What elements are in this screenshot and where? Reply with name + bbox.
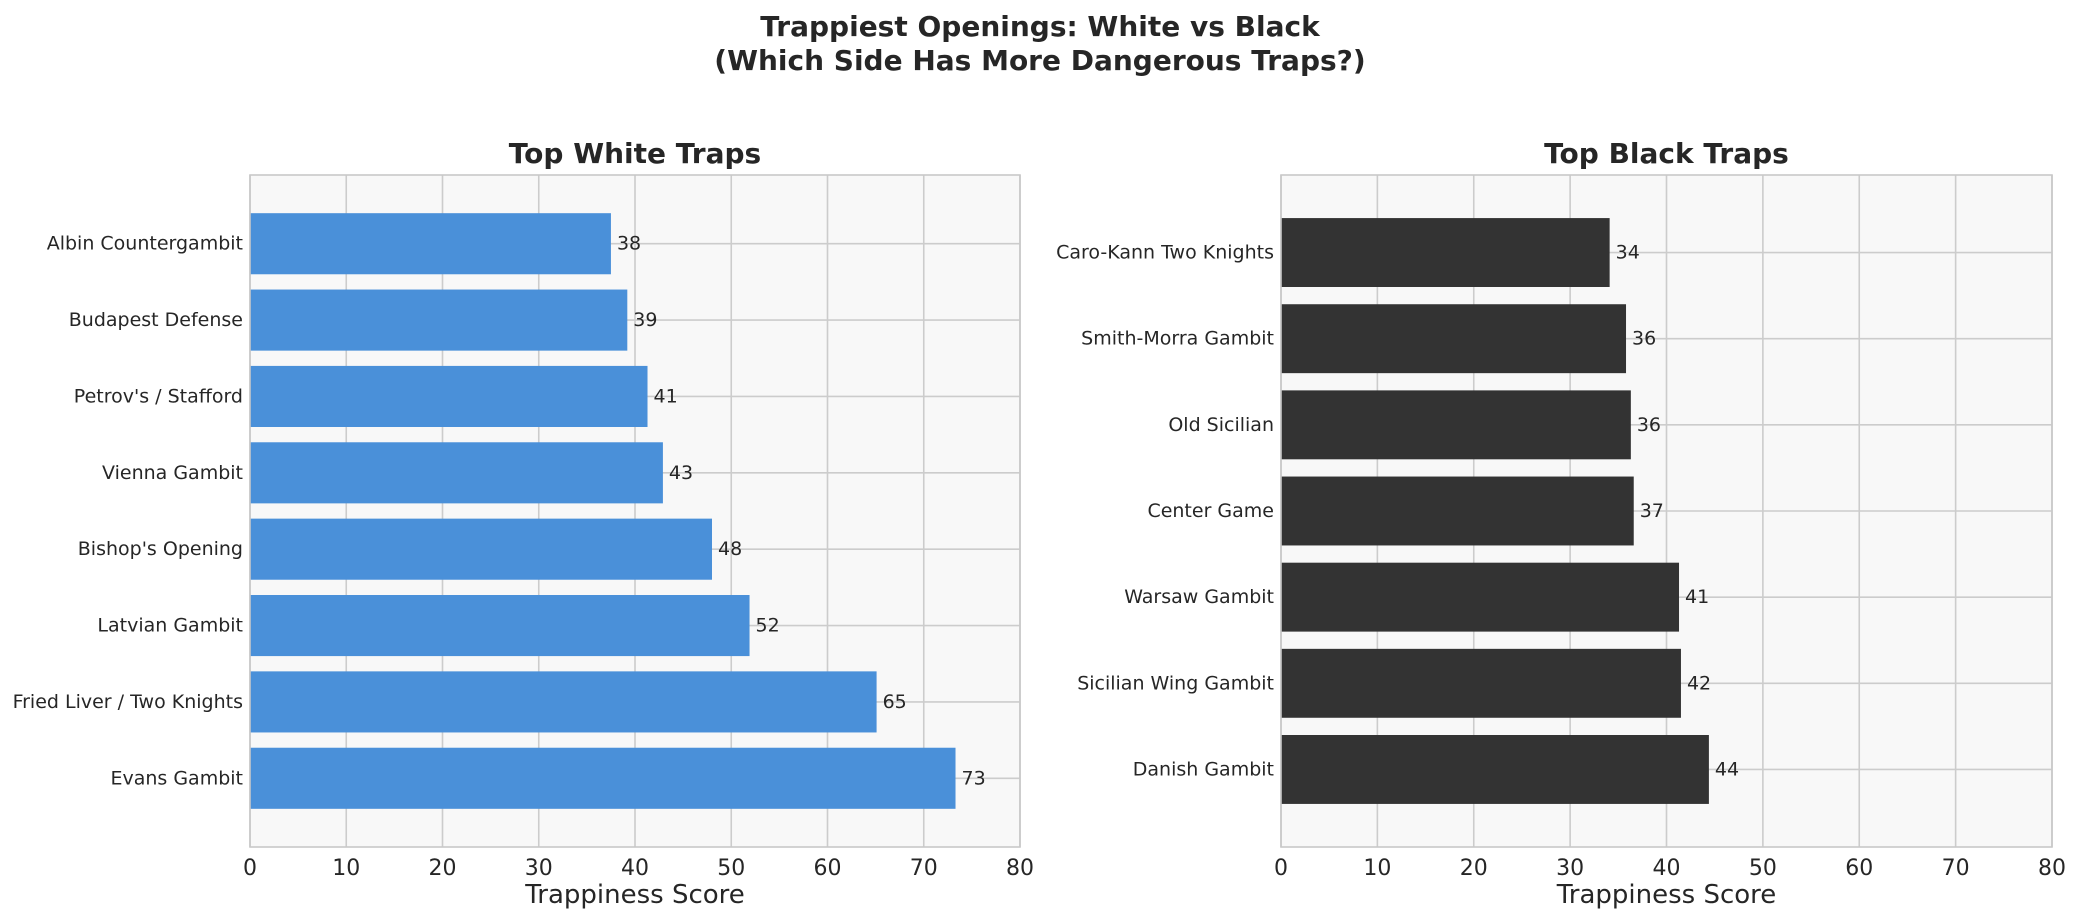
white-x-tick-label: 50 [717, 856, 745, 881]
black-value-label: 37 [1640, 500, 1664, 522]
black-category-label: Warsaw Gambit [1124, 586, 1274, 608]
black-x-tick-label: 50 [1749, 856, 1777, 881]
white-value-label: 73 [962, 767, 986, 789]
black-traps-panel: 34 Caro-Kann Two Knights 36 Smith-Morra Gam… [1056, 137, 2066, 910]
white-category-label: Budapest Defense [69, 309, 243, 331]
white-category-label: Bishop's Opening [78, 538, 243, 560]
white-value-label: 65 [883, 691, 907, 713]
white-bar [250, 518, 712, 580]
white-value-label: 38 [617, 233, 641, 255]
black-category-label: Center Game [1147, 500, 1274, 522]
white-x-axis-title: Trappiness Score [524, 880, 745, 910]
white-value-label: 52 [756, 615, 780, 637]
figure-title: Trappiest Openings: White vs Black (Whic… [0, 10, 2080, 78]
black-x-tick-label: 0 [1274, 856, 1288, 881]
white-category-label: Albin Countergambit [47, 233, 243, 255]
white-value-label: 43 [669, 462, 693, 484]
white-category-label: Fried Liver / Two Knights [13, 691, 243, 713]
black-category-label: Smith-Morra Gambit [1081, 328, 1274, 350]
white-category-label: Evans Gambit [110, 767, 243, 789]
black-category-label: Caro-Kann Two Knights [1056, 242, 1274, 264]
white-x-tick-label: 40 [621, 856, 649, 881]
white-bar [250, 213, 611, 275]
white-x-tick-label: 70 [910, 856, 938, 881]
white-value-label: 41 [654, 385, 678, 407]
black-bar [1281, 648, 1681, 718]
black-bar [1281, 218, 1610, 287]
white-bar [250, 595, 750, 657]
black-value-label: 36 [1637, 414, 1661, 436]
white-bar [250, 442, 663, 504]
black-axes-frame [1280, 174, 2053, 848]
black-x-tick-label: 60 [1845, 856, 1873, 881]
black-bar [1281, 390, 1631, 460]
white-x-tick-label: 20 [429, 856, 457, 881]
black-value-label: 34 [1616, 242, 1640, 264]
white-panel-title: Top White Traps [509, 137, 761, 170]
black-category-label: Danish Gambit [1133, 758, 1274, 780]
black-value-label: 41 [1685, 586, 1709, 608]
white-x-tick-label: 80 [1006, 856, 1034, 881]
black-bar [1281, 735, 1709, 804]
black-category-label: Old Sicilian [1168, 414, 1274, 436]
white-axes-frame [249, 174, 1021, 848]
white-category-label: Latvian Gambit [97, 615, 243, 637]
white-bar [250, 671, 877, 733]
white-bar [250, 747, 956, 809]
figure-title-line-2: (Which Side Has More Dangerous Traps?) [714, 44, 1366, 77]
white-x-tick-label: 0 [243, 856, 257, 881]
black-x-tick-label: 80 [2038, 856, 2066, 881]
black-value-label: 36 [1632, 328, 1656, 350]
black-category-label: Sicilian Wing Gambit [1077, 672, 1274, 694]
black-bar [1281, 476, 1634, 546]
black-bar [1281, 304, 1627, 374]
black-x-tick-label: 30 [1556, 856, 1584, 881]
black-x-tick-label: 20 [1460, 856, 1488, 881]
black-x-tick-label: 70 [1942, 856, 1970, 881]
white-bar [250, 365, 648, 427]
white-x-tick-label: 30 [525, 856, 553, 881]
white-x-tick-label: 60 [814, 856, 842, 881]
black-x-axis-title: Trappiness Score [1556, 880, 1777, 910]
black-value-label: 42 [1687, 672, 1711, 694]
white-value-label: 39 [633, 309, 657, 331]
black-x-tick-label: 40 [1653, 856, 1681, 881]
white-category-label: Vienna Gambit [102, 462, 243, 484]
black-x-tick-label: 10 [1363, 856, 1391, 881]
white-value-label: 48 [718, 538, 742, 560]
black-value-label: 44 [1715, 758, 1739, 780]
white-traps-panel: 38 Albin Countergambit 39 Budapest Defense 4… [13, 137, 1034, 910]
white-bar [250, 289, 628, 351]
white-x-tick-label: 10 [332, 856, 360, 881]
black-bar [1281, 562, 1680, 632]
black-panel-title: Top Black Traps [1544, 137, 1789, 170]
white-category-label: Petrov's / Stafford [74, 385, 243, 407]
figure-title-line-1: Trappiest Openings: White vs Black [760, 10, 1320, 43]
